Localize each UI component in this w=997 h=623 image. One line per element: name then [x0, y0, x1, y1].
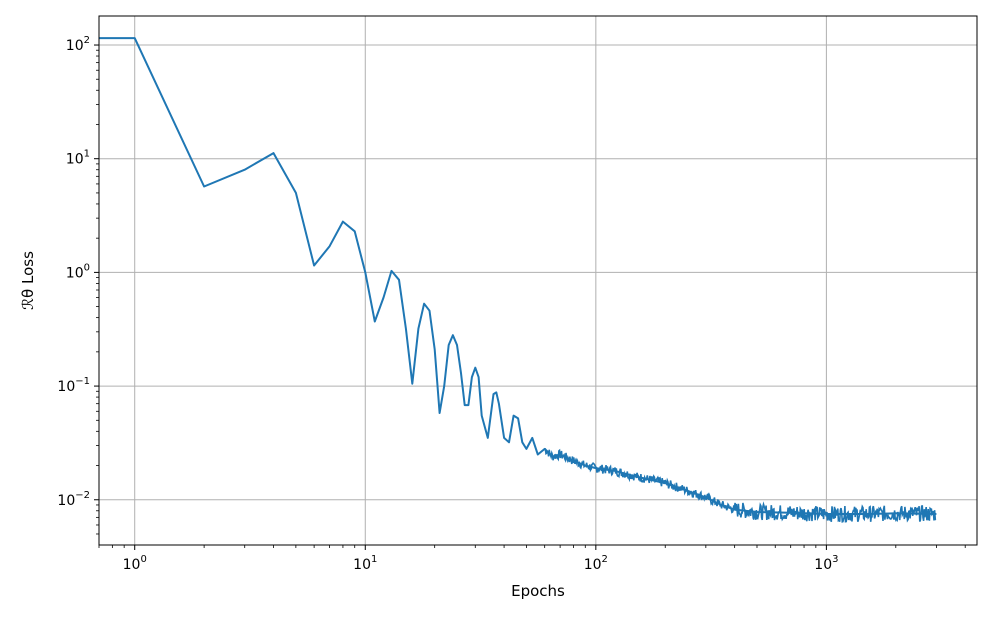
x-tick-label-3: 103: [814, 554, 838, 573]
x-tick-label-0: 100: [123, 554, 147, 573]
y-tick-label-0: 102: [66, 35, 90, 54]
y-axis-label: ℛθ Loss: [19, 251, 37, 310]
axis-ticks: 100 101 102 103 102 101 100 10−1 10−2: [57, 35, 966, 573]
x-tick-label-2: 102: [584, 554, 608, 573]
y-tick-label-1: 101: [66, 149, 90, 168]
x-axis-label: Epochs: [511, 582, 565, 600]
series-line-0: [99, 37, 937, 515]
series-group: [99, 37, 937, 523]
y-tick-label-2: 100: [66, 262, 90, 281]
y-tick-label-4: 10−2: [57, 490, 90, 509]
series-noise-0: [544, 448, 937, 523]
y-tick-label-3: 10−1: [57, 376, 90, 395]
x-tick-label-1: 101: [353, 554, 377, 573]
plot-frame: [98, 15, 978, 546]
grid-lines: [99, 16, 977, 545]
